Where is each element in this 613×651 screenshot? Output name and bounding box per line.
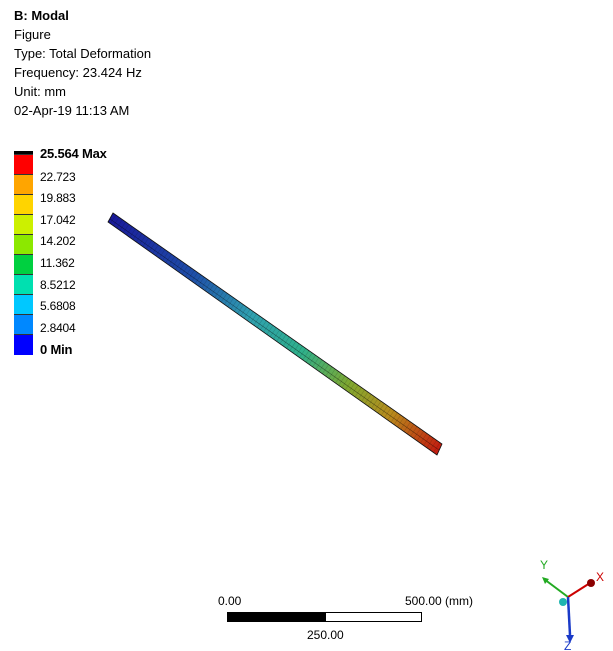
result-type: Type: Total Deformation [14, 46, 152, 61]
legend-band [14, 314, 33, 334]
legend-band [14, 294, 33, 314]
legend-label: 2.8404 [40, 321, 76, 335]
triad-origin-icon [559, 598, 567, 606]
legend-band [14, 214, 33, 234]
scale-segment-white [325, 612, 422, 622]
legend-band [14, 254, 33, 274]
legend-band [14, 334, 33, 355]
legend-band [14, 154, 33, 174]
unit-readout: Unit: mm [14, 84, 66, 99]
scale-mid-label: 250.00 [307, 628, 344, 642]
x-axis-line [567, 582, 591, 598]
z-axis-label: Z [564, 639, 571, 651]
scale-bar: 0.00 500.00 (mm) 250.00 [210, 590, 500, 650]
y-axis-arrow [542, 577, 549, 584]
object-name: Figure [14, 27, 51, 42]
scale-left-label: 0.00 [218, 594, 242, 608]
z-axis-line [566, 596, 572, 636]
scale-right-label: 500.00 (mm) [405, 594, 474, 608]
legend-label: 17.042 [40, 213, 76, 227]
legend-label: 8.5212 [40, 278, 76, 292]
deformed-beam [107, 212, 443, 456]
legend-band [14, 234, 33, 254]
scale-segment-black [227, 612, 325, 622]
x-axis-head [587, 579, 595, 587]
contour-legend[interactable]: 25.564 Max 22.723 19.883 17.042 14.202 1… [14, 147, 154, 376]
legend-label: 19.883 [40, 191, 76, 205]
axis-triad[interactable]: Y X Z [530, 555, 610, 651]
legend-band [14, 274, 33, 294]
legend-label: 14.202 [40, 234, 76, 248]
legend-min-label: 0 Min [40, 342, 73, 357]
y-axis-label: Y [540, 558, 548, 572]
z-axis-arrow [566, 635, 574, 643]
legend-max-label: 25.564 Max [40, 146, 107, 161]
y-axis-line [543, 578, 569, 598]
legend-label: 11.362 [40, 256, 75, 270]
timestamp: 02-Apr-19 11:13 AM [14, 103, 130, 118]
result-info-block: B: Modal Figure Type: Total Deformation … [14, 6, 151, 120]
legend-label: 5.6808 [40, 299, 76, 313]
frequency-readout: Frequency: 23.424 Hz [14, 65, 142, 80]
legend-band [14, 194, 33, 214]
legend-max-cap [14, 151, 33, 154]
legend-band [14, 174, 33, 194]
analysis-title: B: Modal [14, 8, 69, 23]
x-axis-label: X [596, 570, 604, 584]
legend-label: 22.723 [40, 170, 76, 184]
